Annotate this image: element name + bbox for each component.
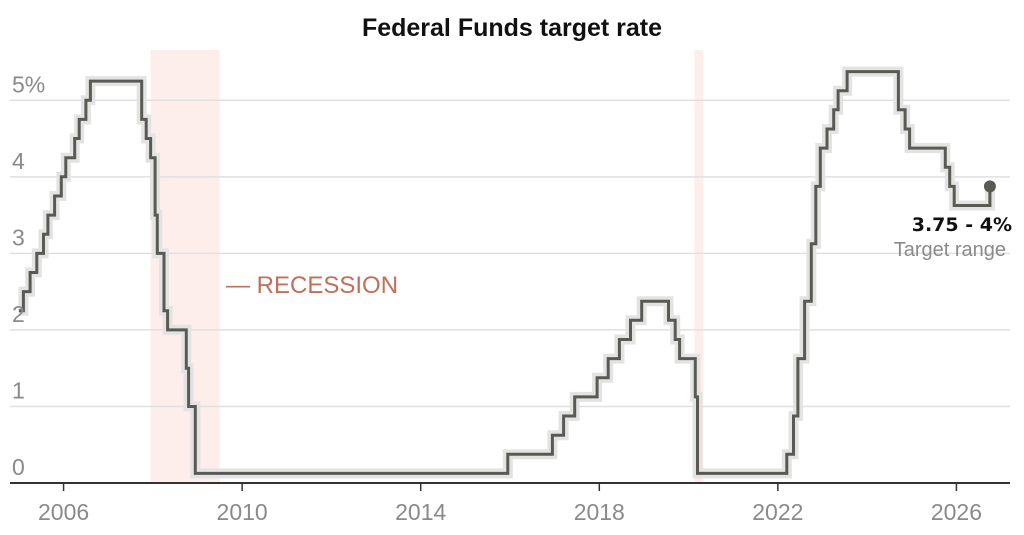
y-tick-labels: 0 1 2 3 4 5% xyxy=(12,71,45,480)
y-tick-label: 0 xyxy=(12,454,25,480)
end-marker xyxy=(983,180,996,193)
x-axis xyxy=(10,482,1010,491)
chart-title: Federal Funds target rate xyxy=(361,14,663,42)
x-tick-label: 2014 xyxy=(395,499,446,525)
x-tick-label: 2006 xyxy=(38,499,89,525)
current-range-label: Target range xyxy=(894,239,1006,261)
x-tick-labels: 2006 2010 2014 2018 2022 2026 xyxy=(38,499,982,525)
rate-line-path xyxy=(18,70,992,475)
y-tick-label: 4 xyxy=(12,148,25,174)
x-tick-label: 2010 xyxy=(217,499,268,525)
gridlines xyxy=(10,99,1010,408)
y-tick-label: 1 xyxy=(12,377,25,403)
recession-band xyxy=(694,50,704,483)
y-tick-label: 5% xyxy=(12,71,45,97)
x-tick-label: 2026 xyxy=(931,499,982,525)
end-marker-dot xyxy=(983,180,996,193)
recession-label: — RECESSION xyxy=(226,272,398,299)
x-tick-label: 2022 xyxy=(752,499,803,525)
y-tick-label: 2 xyxy=(12,301,25,327)
current-range-value: 3.75 - 4% xyxy=(912,214,1012,236)
rate-line xyxy=(18,70,992,475)
y-tick-label: 3 xyxy=(12,224,25,250)
x-tick-label: 2018 xyxy=(574,499,625,525)
recession-bands xyxy=(150,50,704,483)
